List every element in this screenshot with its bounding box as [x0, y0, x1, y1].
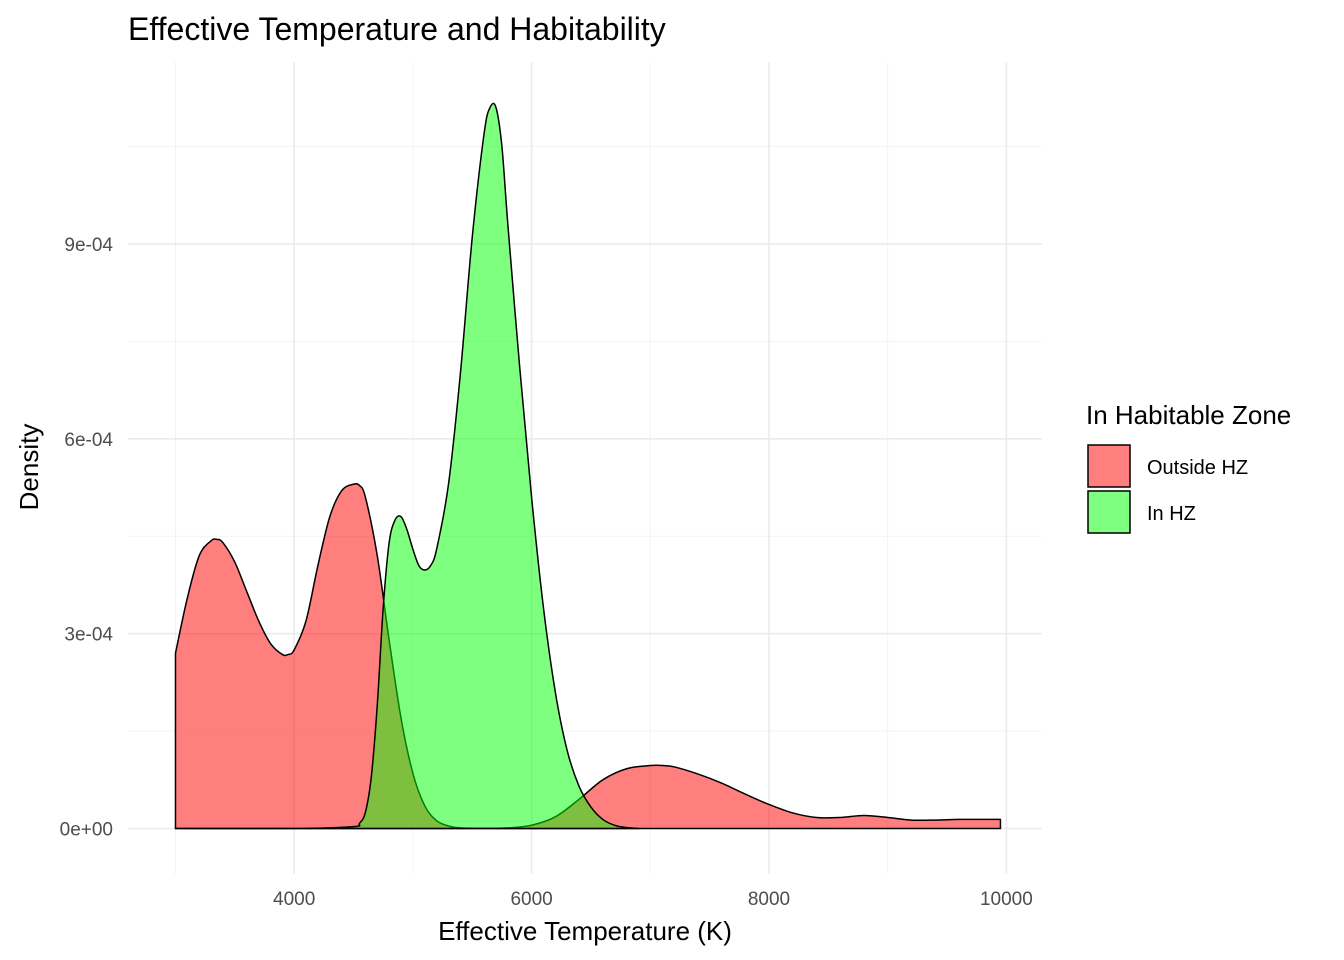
x-tick-label: 10000: [980, 889, 1033, 910]
x-tick-label: 8000: [748, 889, 790, 910]
legend-label-outside-hz: Outside HZ: [1147, 457, 1248, 479]
y-axis-ticks: 0e+00 3e-04 6e-04 9e-04: [60, 235, 114, 841]
chart-title: Effective Temperature and Habitability: [128, 11, 666, 47]
legend-label-in-hz: In HZ: [1147, 503, 1196, 525]
y-tick-label: 6e-04: [64, 430, 113, 451]
y-axis-title: Density: [14, 424, 44, 511]
x-tick-label: 4000: [273, 889, 315, 910]
legend-title: In Habitable Zone: [1086, 400, 1291, 430]
density-areas: [174, 102, 1002, 830]
y-tick-label: 9e-04: [64, 235, 113, 256]
legend-key-in-hz: [1087, 490, 1131, 534]
legend-items: Outside HZ In HZ: [1087, 444, 1248, 534]
y-tick-label: 0e+00: [60, 820, 113, 841]
legend-key-outside-hz: [1087, 444, 1131, 488]
density-area-outside-hz: [174, 482, 1002, 830]
legend: In Habitable Zone Outside HZ In HZ: [1086, 400, 1291, 534]
x-tick-label: 6000: [510, 889, 552, 910]
x-axis-title: Effective Temperature (K): [438, 916, 732, 946]
x-axis-ticks: 4000 6000 8000 10000: [273, 889, 1033, 910]
y-tick-label: 3e-04: [64, 625, 113, 646]
density-area-in-hz: [174, 102, 640, 830]
